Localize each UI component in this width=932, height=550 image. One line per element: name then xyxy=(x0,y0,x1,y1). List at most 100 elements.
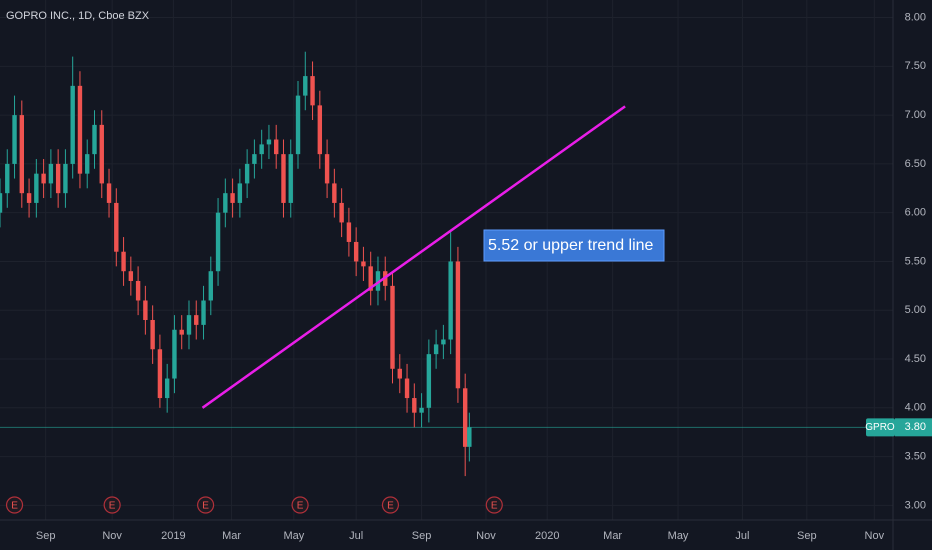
candle-body xyxy=(303,76,308,96)
y-tick-label: 7.50 xyxy=(905,60,926,72)
candle-body xyxy=(5,163,10,194)
candle-body xyxy=(317,105,323,155)
candle-body xyxy=(70,85,75,164)
earnings-marker xyxy=(381,496,400,514)
price-tag-name: GPRO xyxy=(865,422,895,433)
earnings-label: E xyxy=(11,501,18,512)
x-tick-label: Nov xyxy=(102,530,122,542)
y-tick-label: 3.50 xyxy=(905,450,926,462)
candle-body xyxy=(223,193,228,213)
candle-body xyxy=(164,378,170,399)
trend-line xyxy=(201,105,626,409)
candle-body xyxy=(324,154,330,184)
x-tick-label: 2020 xyxy=(535,530,559,542)
candle-body xyxy=(114,202,119,252)
x-tick-label: Nov xyxy=(476,530,496,542)
candle-body xyxy=(397,368,402,379)
y-tick-label: 8.00 xyxy=(905,11,926,23)
price-tag-name-box xyxy=(866,418,895,437)
candle-body xyxy=(361,261,366,267)
y-tick-label: 7.00 xyxy=(905,109,926,121)
candle-body xyxy=(237,183,243,203)
candle-body xyxy=(332,183,337,203)
candle-body xyxy=(448,261,453,340)
earnings-marker xyxy=(291,496,309,514)
candle-body xyxy=(150,320,155,350)
candle-body xyxy=(106,183,112,203)
candle-body xyxy=(186,315,192,335)
candle-body xyxy=(12,115,17,164)
candle-body xyxy=(26,193,32,203)
x-tick-label: Jul xyxy=(349,530,363,542)
earnings-marker xyxy=(5,496,24,514)
candle-body xyxy=(92,124,97,155)
candle-body xyxy=(63,163,68,194)
x-tick-label: May xyxy=(283,530,304,542)
candle-body xyxy=(230,193,235,203)
candle-body xyxy=(339,202,344,223)
x-tick-label: Sep xyxy=(36,530,56,542)
candle-body xyxy=(266,139,272,145)
candle-body xyxy=(412,398,417,413)
candle-body xyxy=(55,163,61,194)
candle-body xyxy=(179,329,184,335)
candle-body xyxy=(281,154,286,203)
price-tag-box xyxy=(895,418,932,437)
earnings-label: E xyxy=(202,501,209,512)
candle-body xyxy=(128,271,134,281)
candle-body xyxy=(462,388,468,447)
candle-body xyxy=(244,163,250,184)
candle-body xyxy=(41,173,46,184)
x-tick-label: Jul xyxy=(735,530,749,542)
earnings-marker xyxy=(103,496,121,514)
candle-body xyxy=(34,173,39,203)
candle-body xyxy=(346,222,352,242)
y-tick-label: 4.50 xyxy=(905,353,926,365)
earnings-label: E xyxy=(491,501,498,512)
candle-body xyxy=(310,76,315,106)
x-tick-label: Mar xyxy=(222,530,241,542)
candle-body xyxy=(215,212,221,272)
candle-body xyxy=(48,163,54,184)
earnings-marker xyxy=(485,496,503,514)
earnings-label: E xyxy=(109,501,116,512)
candle-body xyxy=(121,251,126,272)
y-tick-label: 6.00 xyxy=(905,207,926,219)
earnings-marker xyxy=(196,496,215,514)
annotation-box xyxy=(483,229,665,262)
candle-body xyxy=(208,271,213,301)
candle-body xyxy=(85,154,90,174)
x-tick-label: 2019 xyxy=(161,530,185,542)
chart-title: GOPRO INC., 1D, Cboe BZX xyxy=(6,10,150,22)
x-tick-label: May xyxy=(668,530,689,542)
candle-body xyxy=(419,407,424,413)
y-tick-label: 6.50 xyxy=(905,158,926,170)
candle-body xyxy=(288,154,293,203)
candle-body xyxy=(201,300,206,325)
candle-body xyxy=(404,378,410,399)
earnings-label: E xyxy=(297,501,304,512)
candle-body xyxy=(390,285,395,369)
candle-body xyxy=(433,344,439,355)
annotation: 5.52 or upper trend line xyxy=(488,237,654,254)
candle-body xyxy=(172,329,177,379)
candle-body xyxy=(77,85,83,174)
candle-body xyxy=(99,124,104,184)
candle-body xyxy=(252,154,257,164)
earnings-label: E xyxy=(387,501,394,512)
x-tick-label: Mar xyxy=(603,530,622,542)
candle-body xyxy=(194,315,199,325)
y-tick-label: 5.00 xyxy=(905,304,926,316)
y-tick-label: 5.50 xyxy=(905,255,926,267)
candle-body xyxy=(143,300,148,320)
candle-body xyxy=(295,95,301,155)
price-tag-label: 3.80 xyxy=(905,421,926,433)
x-tick-label: Sep xyxy=(412,530,432,542)
candle-body xyxy=(259,144,264,155)
candle-body xyxy=(157,349,163,399)
candle-body xyxy=(135,280,141,301)
candle-body xyxy=(455,261,461,389)
x-tick-label: Sep xyxy=(797,530,817,542)
